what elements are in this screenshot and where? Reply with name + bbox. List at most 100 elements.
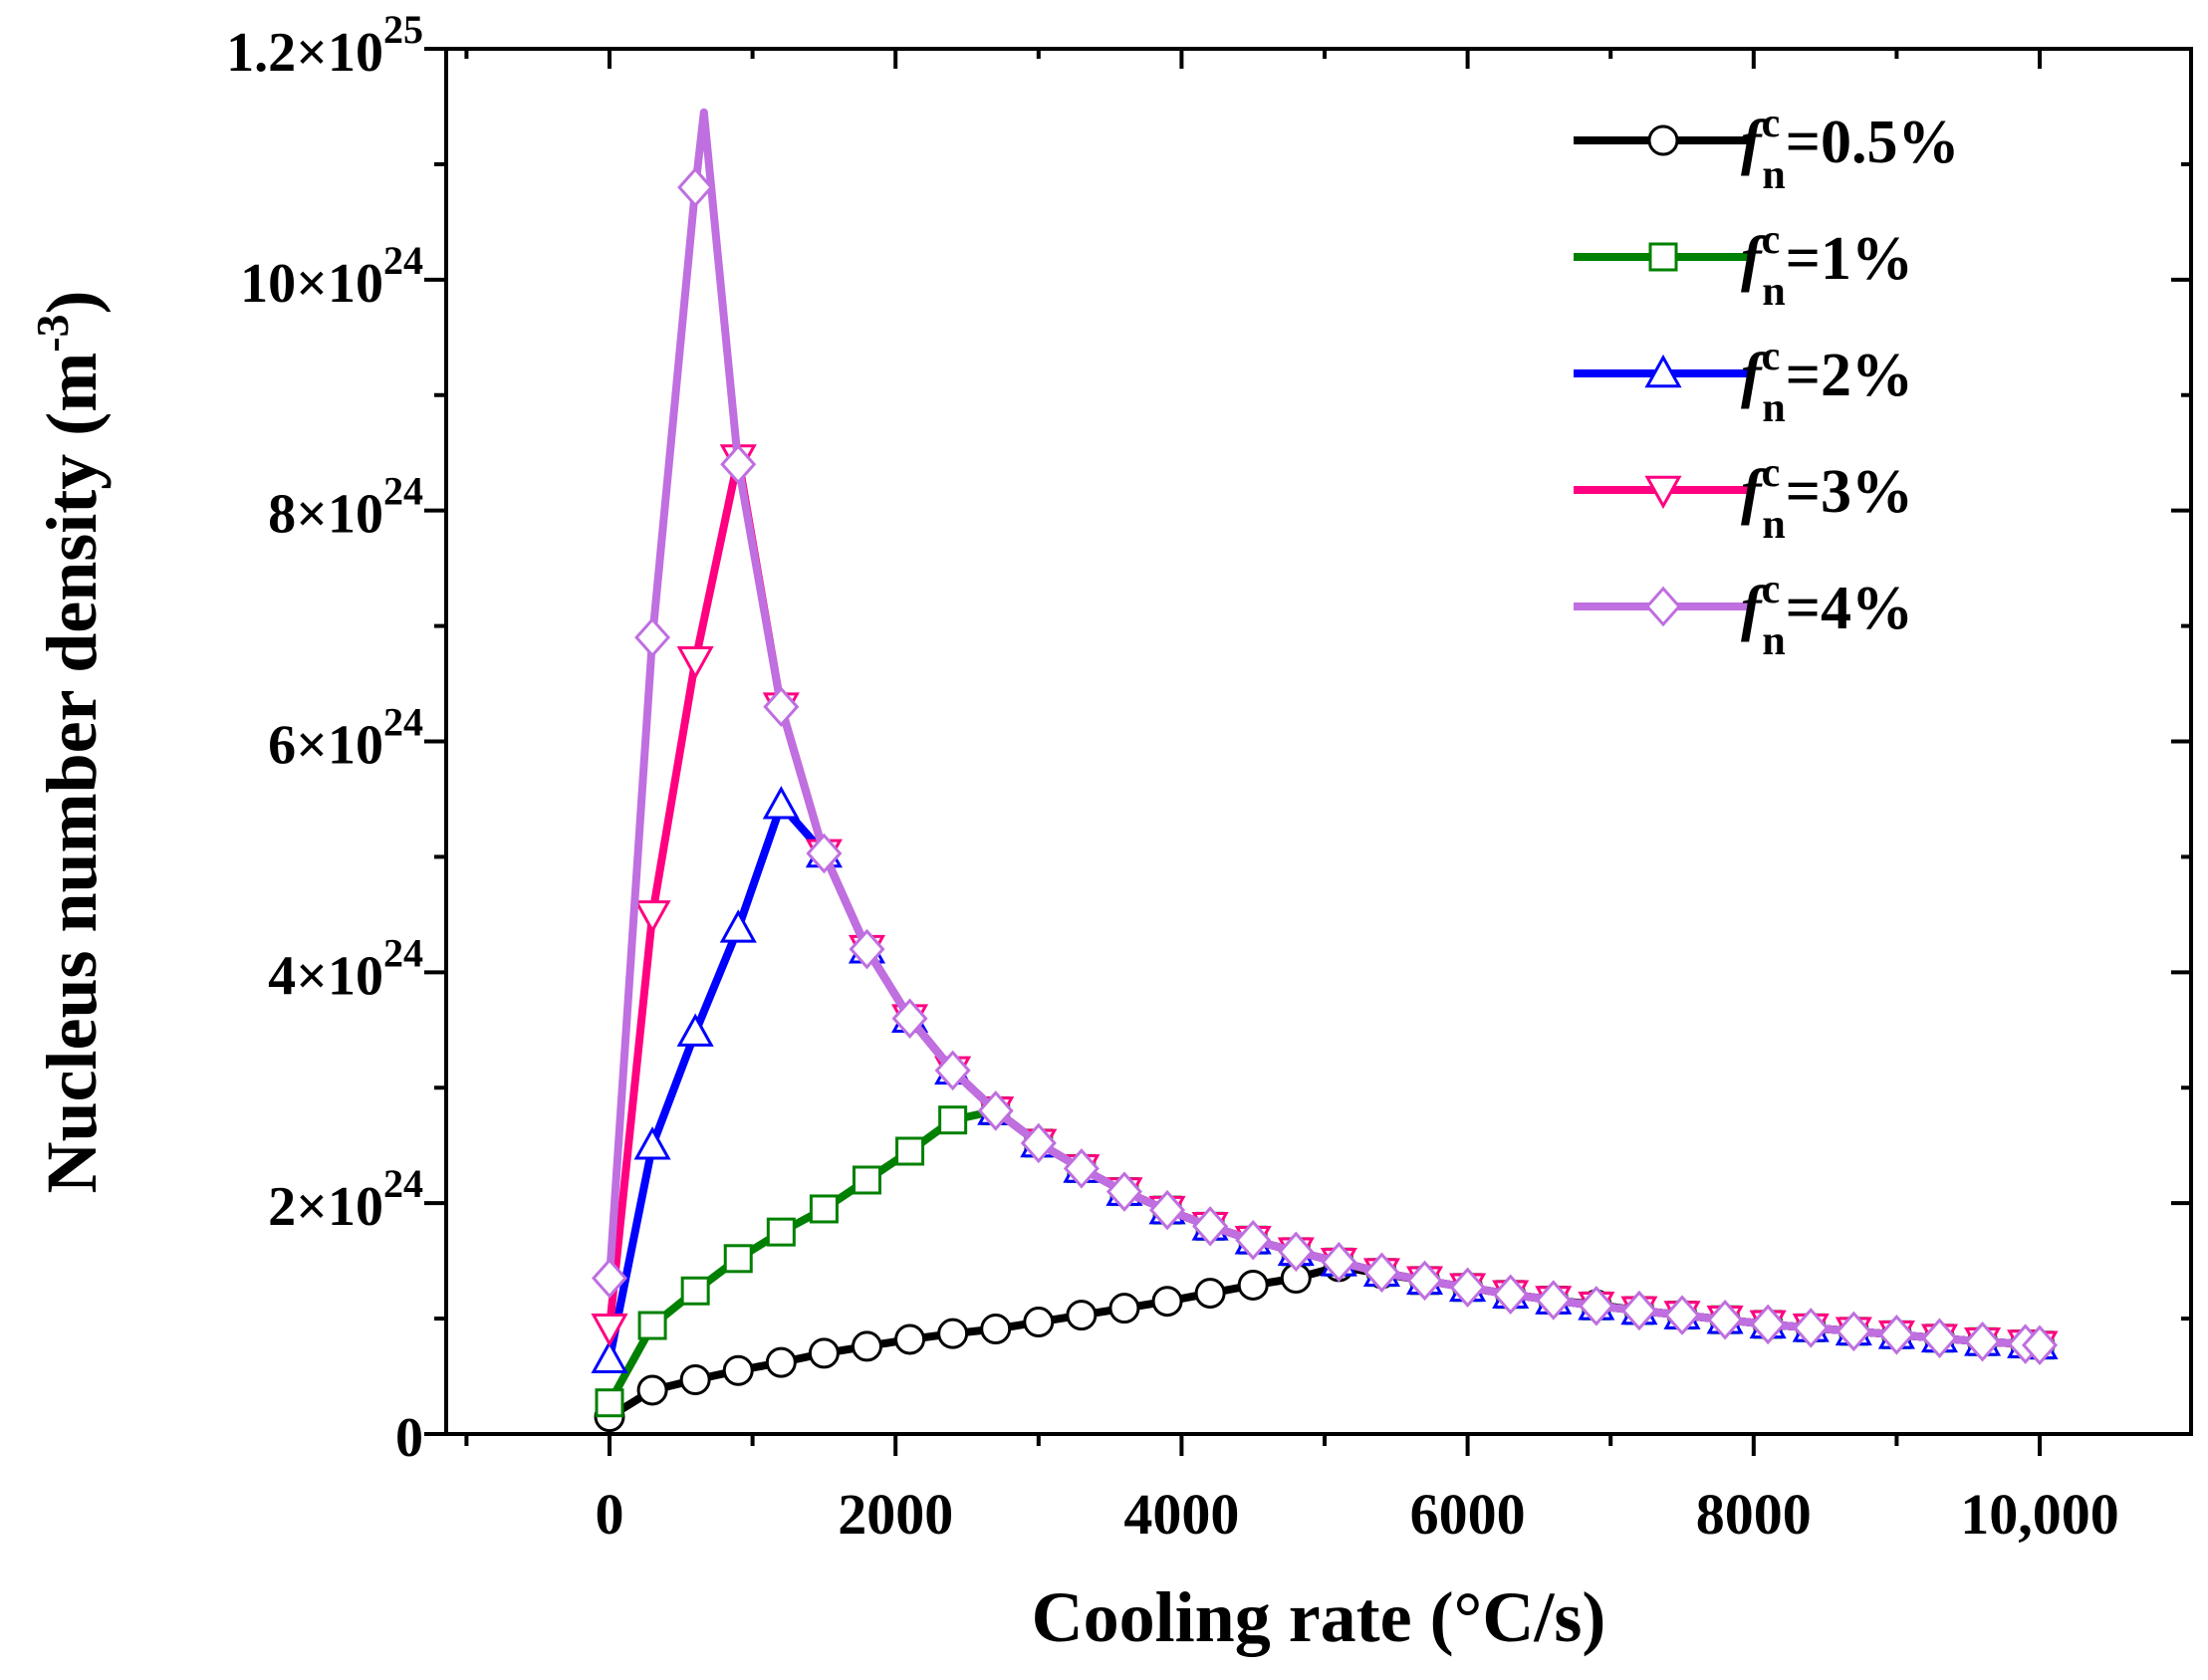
data-point (720, 444, 757, 485)
data-point (1449, 1267, 1486, 1309)
legend-label: fc n=1% (1741, 217, 1913, 315)
legend-entry: fc n=1% (1574, 217, 1913, 315)
data-point (852, 1165, 881, 1195)
legend-rest: =1% (1786, 225, 1913, 293)
legend-label: fc n=0.5% (1741, 101, 1960, 198)
data-point (851, 1330, 882, 1362)
data-point (809, 1194, 839, 1224)
legend-sub: n (1762, 385, 1785, 431)
data-point (895, 1136, 925, 1166)
y-tick-label: 6×1024 (268, 700, 423, 777)
legend: fc n=0.5% fc n=1% fc n=2% fc n=3% fc n=4% (1574, 101, 1960, 664)
legend-marker (1647, 124, 1679, 156)
data-point (591, 1339, 628, 1373)
legend-label: fc n=3% (1741, 450, 1913, 548)
data-point (1750, 1304, 1787, 1345)
data-point (808, 1337, 840, 1369)
data-point (591, 1258, 628, 1299)
y-tick-exponent: 24 (383, 1161, 423, 1206)
data-point (636, 1374, 668, 1406)
legend-sub: n (1762, 152, 1785, 198)
x-tick-label: 2000 (838, 1482, 953, 1547)
data-point (1663, 1295, 1701, 1335)
y-tick-label: 10×1024 (240, 238, 423, 315)
legend-marker (1644, 586, 1682, 627)
data-point (1149, 1189, 1186, 1231)
x-tick-label: 0 (596, 1482, 624, 1547)
legend-label: fc n=4% (1741, 567, 1913, 664)
data-point (1492, 1274, 1529, 1315)
data-point (680, 1276, 710, 1306)
x-tick-label: 10,000 (1960, 1482, 2119, 1547)
data-point (1020, 1122, 1057, 1164)
data-point (938, 1105, 968, 1135)
data-point (1151, 1286, 1183, 1318)
y-axis-title-sup: -3 (27, 314, 78, 352)
legend-entry: fc n=0.5% (1574, 101, 1960, 198)
y-axis-title-group: Nucleus number density (m-3) (27, 290, 112, 1193)
legend-sub: n (1762, 502, 1785, 548)
x-tick-label: 4000 (1123, 1482, 1239, 1547)
legend-rest: =4% (1786, 575, 1913, 642)
data-point (1105, 1171, 1142, 1212)
y-axis-title-tail: ) (32, 290, 112, 314)
data-point (937, 1318, 969, 1349)
legend-rest: =3% (1786, 458, 1913, 526)
data-point (1192, 1206, 1229, 1247)
data-point (633, 900, 671, 934)
data-point (1707, 1299, 1744, 1340)
x-axis-title: Cooling rate (°C/s) (1032, 1577, 1606, 1657)
legend-sup: c (1762, 217, 1781, 263)
data-point (1836, 1311, 1872, 1352)
data-point (980, 1314, 1012, 1345)
data-point (977, 1090, 1014, 1131)
data-point (762, 786, 800, 820)
legend-marker (1648, 242, 1678, 272)
legend-entry: fc n=4% (1574, 567, 1913, 664)
data-point (1194, 1278, 1226, 1310)
legend-entry: fc n=2% (1574, 334, 1913, 431)
data-point (1066, 1300, 1098, 1331)
y-tick-exponent: 24 (383, 700, 423, 745)
data-point (1620, 1290, 1657, 1331)
axis-layer: 0 2000 4000 6000 8000 10,00002×10244×10246×10… (226, 7, 2191, 1547)
legend-sup: c (1762, 101, 1781, 146)
y-tick-label: 4×1024 (268, 930, 423, 1007)
x-tick-label: 6000 (1410, 1482, 1526, 1547)
legend-sub: n (1762, 269, 1785, 315)
legend-sup: c (1762, 567, 1781, 612)
data-point (679, 1364, 711, 1396)
data-point (1921, 1318, 1958, 1359)
y-tick-exponent: 24 (383, 469, 423, 514)
data-point (763, 686, 800, 727)
series-layer (591, 108, 2059, 1433)
data-point (1578, 1286, 1614, 1326)
y-tick-label: 2×1024 (268, 1161, 423, 1238)
data-point (766, 1217, 796, 1247)
data-point (1063, 1148, 1100, 1189)
data-point (891, 998, 928, 1039)
data-point (1278, 1231, 1315, 1273)
data-point (595, 1388, 624, 1418)
y-tick-mantissa: 1.2×10 (226, 22, 383, 84)
data-point (633, 1126, 671, 1160)
data-point (1023, 1307, 1055, 1338)
data-point (723, 1244, 753, 1274)
y-axis-title-main: Nucleus number density (m (32, 353, 112, 1194)
y-tick-label: 1.2×1025 (226, 7, 423, 84)
data-point (1406, 1260, 1443, 1302)
series-5 (591, 108, 2059, 1366)
data-point (1793, 1308, 1830, 1348)
data-point (1108, 1293, 1140, 1324)
data-point (1878, 1315, 1915, 1355)
data-point (1363, 1252, 1400, 1293)
y-tick-mantissa: 10×10 (240, 253, 383, 315)
data-point (2021, 1324, 2059, 1366)
y-axis-title: Nucleus number density (m-3) (27, 290, 112, 1193)
data-point (806, 833, 843, 874)
y-tick-label: 0 (395, 1407, 423, 1469)
data-point (591, 1314, 628, 1347)
data-point (765, 1346, 797, 1378)
